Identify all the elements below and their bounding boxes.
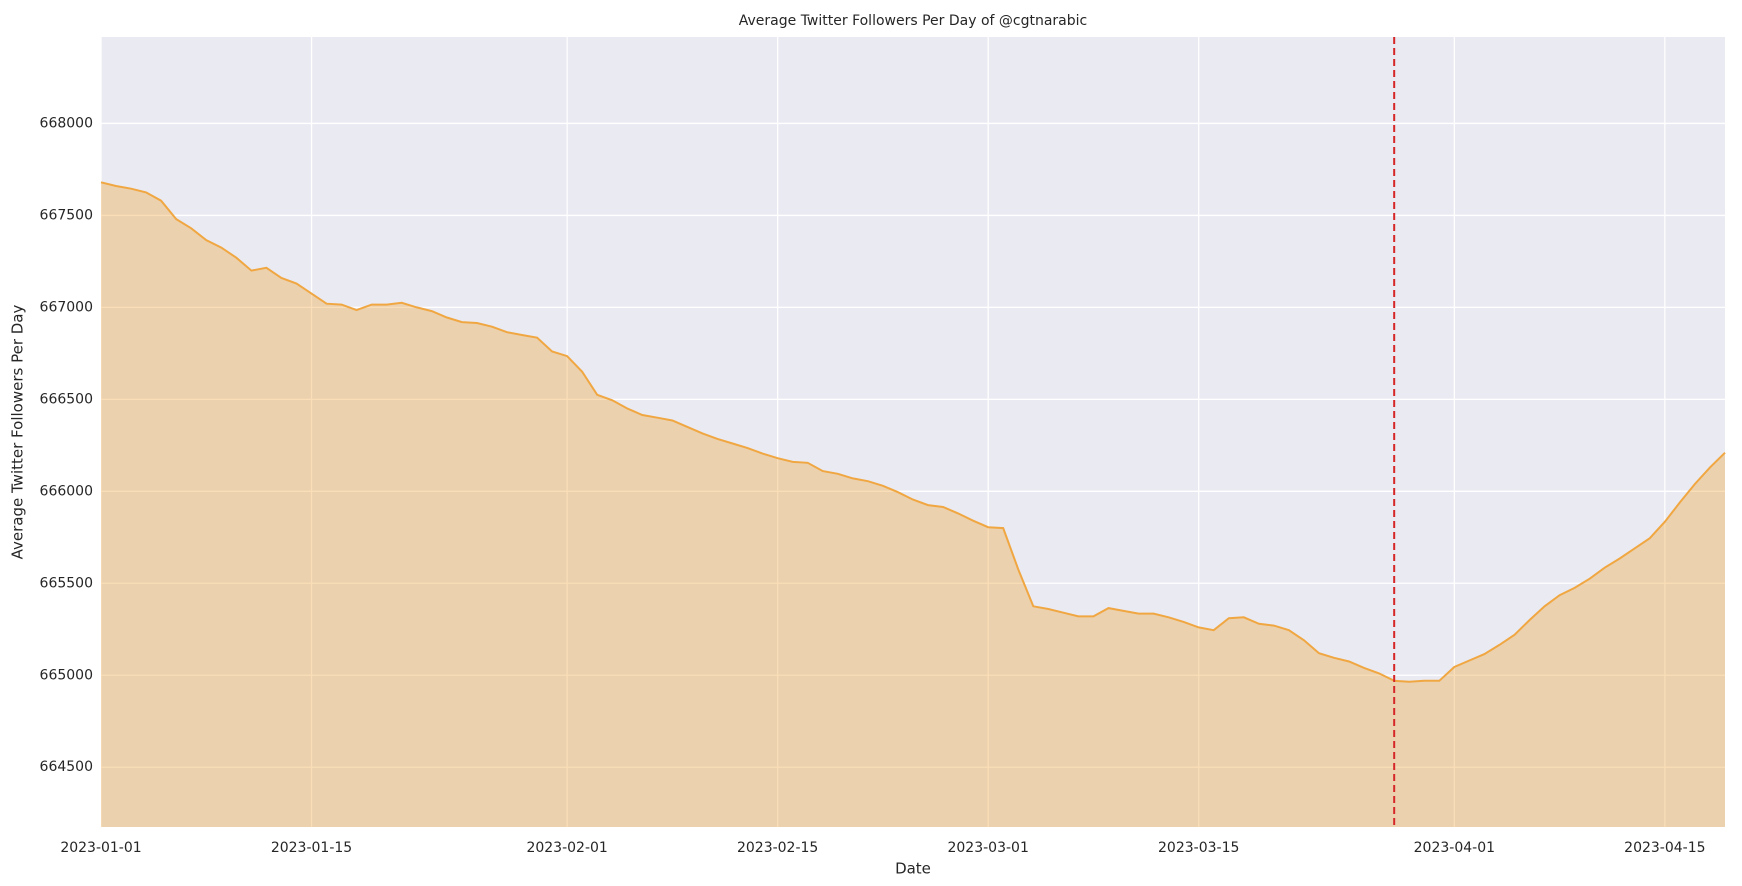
x-axis-label: Date	[895, 860, 931, 878]
x-tick-label: 2023-04-15	[1624, 840, 1705, 856]
y-tick-label: 667000	[40, 299, 93, 315]
line	[100, 181, 1726, 683]
area	[101, 182, 1725, 828]
y-tick-label: 666500	[40, 391, 93, 407]
y-tick-label: 668000	[40, 115, 93, 131]
x-tick-label: 2023-01-01	[60, 840, 141, 856]
y-tick-label: 665500	[40, 575, 93, 591]
y-tick-label: 666000	[40, 483, 93, 499]
x-tick-label: 2023-04-01	[1414, 840, 1495, 856]
y-tick-label: 664500	[40, 759, 93, 775]
x-tick-label: 2023-03-01	[947, 840, 1028, 856]
y-axis-label: Average Twitter Followers Per Day	[9, 305, 27, 560]
x-tick-label: 2023-02-15	[737, 840, 818, 856]
chart-title: Average Twitter Followers Per Day of @cg…	[739, 13, 1087, 29]
x-tick-label: 2023-02-01	[526, 840, 607, 856]
x-tick-label: 2023-03-15	[1158, 840, 1239, 856]
x-tick-label: 2023-01-15	[271, 840, 352, 856]
y-tick-label: 667500	[40, 207, 93, 223]
y-tick-label: 665000	[40, 667, 93, 683]
